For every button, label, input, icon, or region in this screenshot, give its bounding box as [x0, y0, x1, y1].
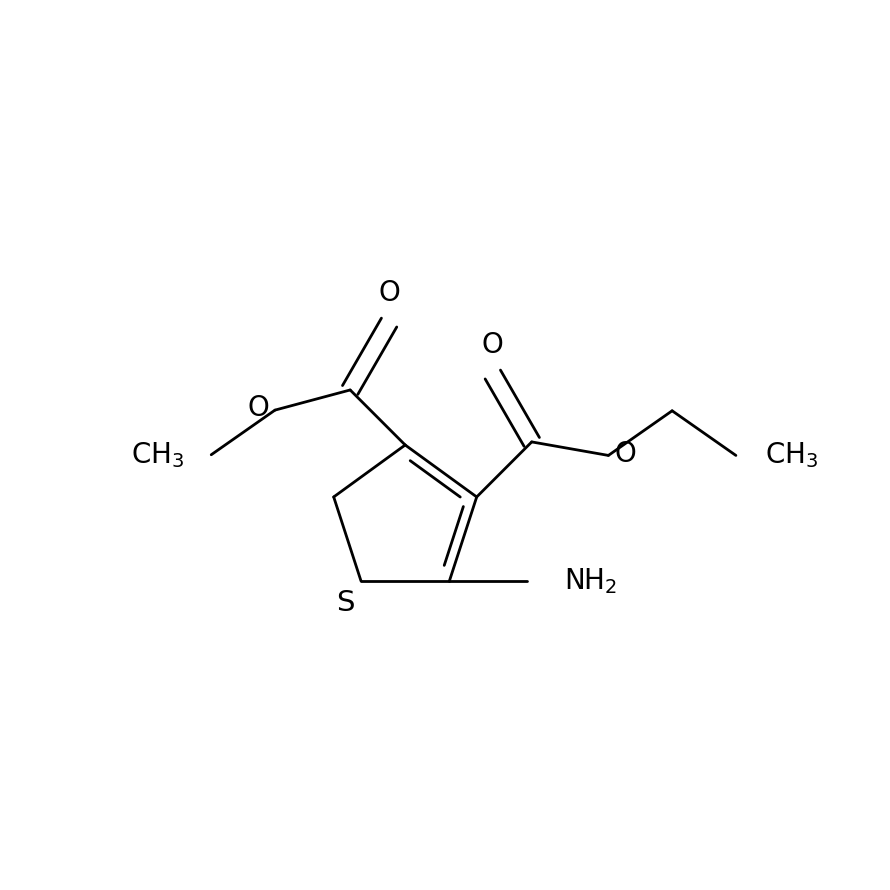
Text: O: O: [378, 279, 400, 307]
Text: CH$_3$: CH$_3$: [132, 440, 185, 470]
Text: S: S: [336, 589, 354, 618]
Text: O: O: [482, 330, 504, 359]
Text: CH$_3$: CH$_3$: [765, 441, 819, 470]
Text: O: O: [247, 394, 269, 423]
Text: O: O: [614, 440, 636, 467]
Text: NH$_2$: NH$_2$: [564, 566, 618, 596]
